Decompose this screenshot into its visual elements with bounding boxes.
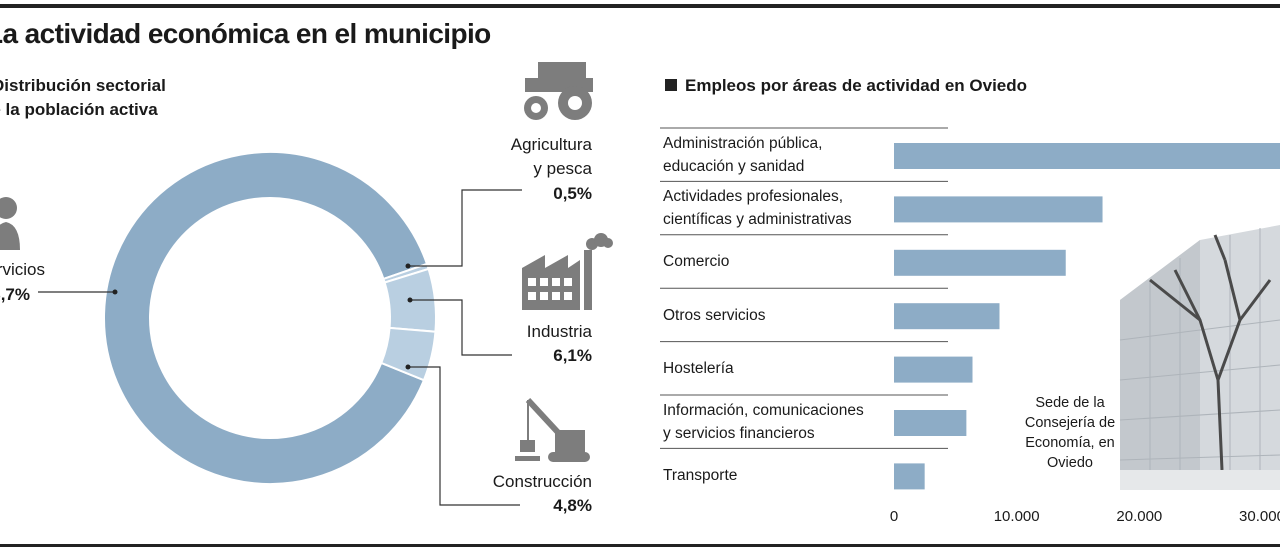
photo-caption: Sede de la Consejería de Economía, en Ov… xyxy=(1024,395,1116,471)
leader-dot xyxy=(405,364,411,370)
main-title: La actividad económica en el municipio xyxy=(0,18,491,49)
bar xyxy=(894,143,1280,169)
category-label: Industria xyxy=(526,322,592,341)
bar xyxy=(894,303,1000,330)
pie-subtitle: de la población activa xyxy=(0,100,158,119)
x-tick-label: 10.000 xyxy=(993,508,1040,525)
crane-icon xyxy=(515,397,590,462)
category-label: Otros servicios xyxy=(663,306,766,324)
person-icon xyxy=(0,197,20,250)
bottom-rule xyxy=(0,544,1280,547)
category-label: Construcción xyxy=(492,472,592,491)
value-label: 6,1% xyxy=(553,346,592,365)
leader-line xyxy=(408,366,520,506)
bar xyxy=(894,196,1103,223)
leader-dot xyxy=(112,289,118,295)
x-tick-label: 0 xyxy=(889,508,899,525)
leader-dot xyxy=(405,263,411,269)
category-label: Actividades profesionales, científicas y… xyxy=(663,188,852,229)
bar xyxy=(894,463,925,490)
value-label: 88,7% xyxy=(0,285,30,304)
leader-dot xyxy=(407,297,413,303)
bar-title: Empleos por áreas de actividad en Oviedo xyxy=(685,76,1028,95)
bullet xyxy=(665,79,677,91)
category-label: Transporte xyxy=(663,466,738,484)
factory-icon xyxy=(522,233,613,310)
tractor-icon xyxy=(524,62,593,120)
leader-line xyxy=(408,189,522,267)
category-label: Información, comunicaciones y servicios … xyxy=(663,402,864,442)
pie-title: Distribución sectorial xyxy=(0,76,166,95)
bar xyxy=(894,249,1066,276)
category-label: Administración pública, educación y sani… xyxy=(663,135,823,175)
x-tick-label: 20.000 xyxy=(1116,508,1163,525)
category-label: Hostelería xyxy=(663,360,734,378)
donut-segment xyxy=(103,151,429,485)
value-label: 0,5% xyxy=(553,184,592,203)
leader-line xyxy=(410,299,512,356)
category-label: Servicios xyxy=(0,260,45,279)
category-label: Comercio xyxy=(663,253,730,271)
bar xyxy=(894,410,967,436)
bar xyxy=(894,356,973,383)
value-label: 4,8% xyxy=(553,496,592,515)
x-tick-label: 30.000 xyxy=(1239,508,1280,525)
top-rule xyxy=(0,4,1280,8)
photo xyxy=(1119,225,1280,490)
category-label: Agricultura y pesca xyxy=(510,135,592,178)
